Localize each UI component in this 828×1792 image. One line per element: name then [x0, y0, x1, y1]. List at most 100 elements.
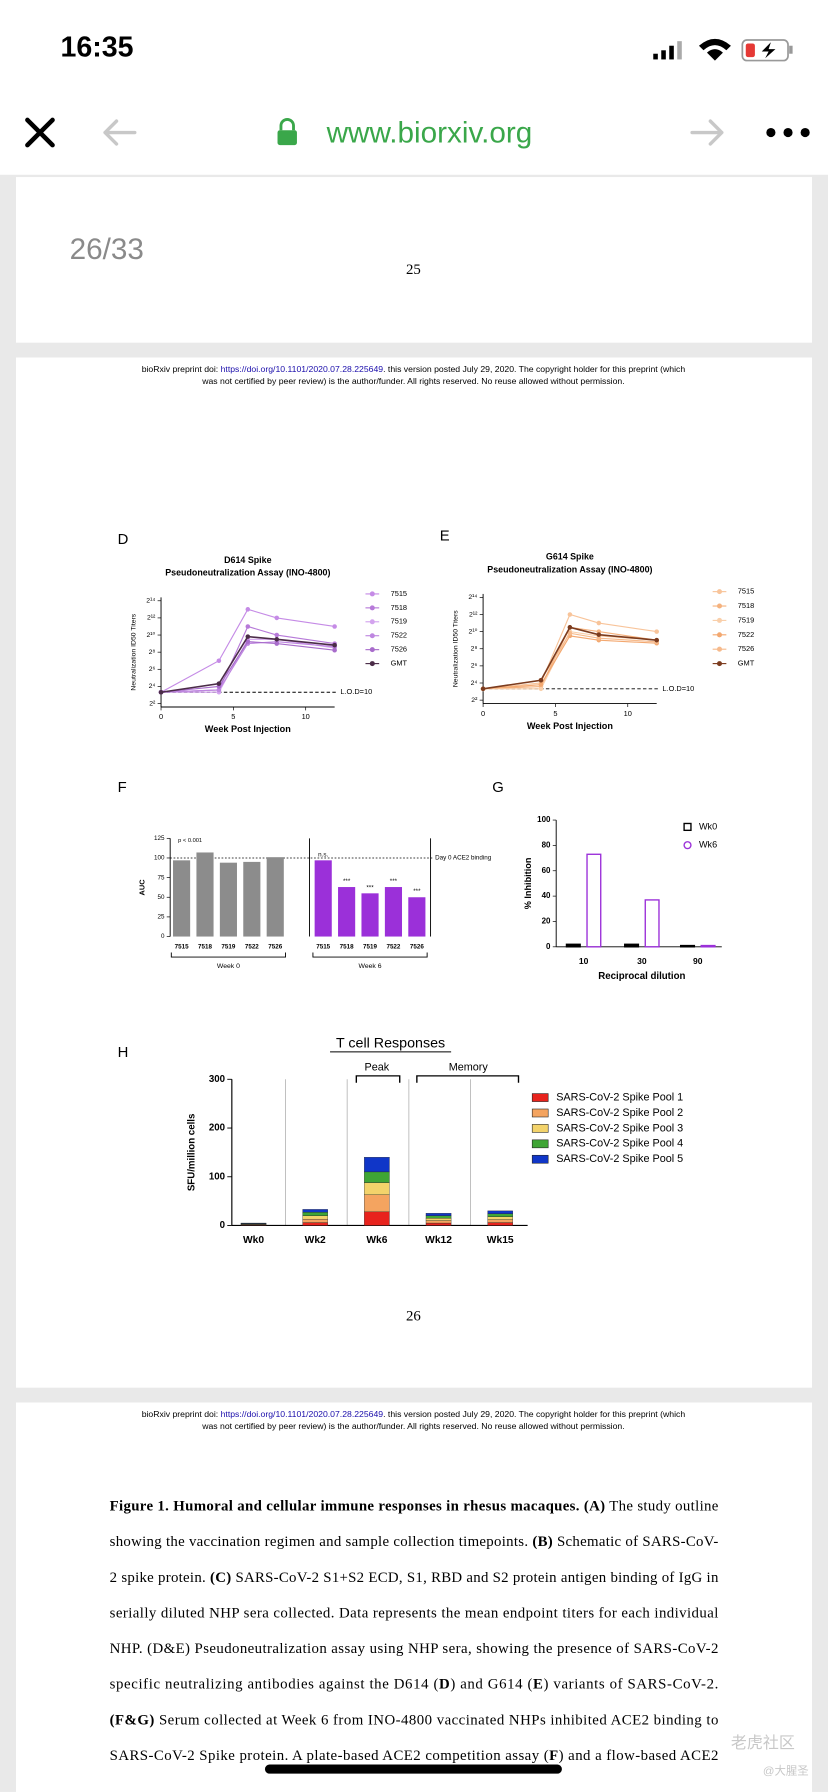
more-button[interactable] — [766, 127, 810, 138]
bar-segment — [425, 1215, 452, 1219]
x-tick-label: 10 — [302, 712, 310, 721]
reference-label: Day 0 ACE2 binding — [435, 855, 492, 862]
legend-label: 7526 — [391, 645, 407, 654]
bar-segment — [364, 1194, 390, 1213]
x-tick-label: 30 — [637, 956, 647, 966]
y-tick-label: 100 — [537, 815, 551, 824]
y-tick-label: 2¹² — [469, 611, 478, 618]
data-point — [216, 687, 222, 693]
preprint-header-part: bioRxiv preprint doi: — [142, 1409, 221, 1419]
y-tick-label: 2² — [149, 700, 156, 707]
bar-segment — [364, 1157, 390, 1173]
page-number: 26 — [406, 1308, 421, 1324]
y-tick-label: 0 — [546, 942, 551, 951]
panel-label: F — [118, 780, 127, 796]
caption-line-part: 2 spike protein. — [110, 1570, 210, 1586]
data-point — [274, 637, 280, 642]
caption-line-part: (F&G) — [110, 1713, 155, 1729]
x-tick-label: Wk12 — [425, 1235, 452, 1246]
pdf-page — [15, 357, 813, 1388]
preprint-header-part: . this version posted July 29, 2020. The… — [383, 1409, 685, 1419]
x-tick-label: Wk0 — [243, 1235, 264, 1246]
chart-title: Pseudoneutralization Assay (INO-4800) — [165, 568, 330, 578]
bar — [173, 860, 191, 937]
x-tick-label: 0 — [159, 712, 163, 721]
data-point — [216, 658, 222, 664]
lod-label: L.O.D=10 — [662, 684, 694, 693]
caption-line-part: D — [439, 1677, 450, 1693]
bar-segment — [487, 1219, 513, 1223]
legend-marker — [369, 633, 375, 639]
data-point — [332, 642, 337, 648]
data-point — [274, 632, 280, 638]
bar — [644, 899, 660, 948]
data-point — [274, 615, 280, 621]
x-tick-label: 7518 — [340, 943, 354, 950]
bar-segment — [302, 1212, 328, 1216]
watermark: @大腥圣 — [763, 1763, 809, 1777]
bar-segment — [425, 1222, 452, 1226]
data-point — [538, 686, 544, 692]
bar-segment — [364, 1211, 390, 1226]
bar-segment — [487, 1213, 513, 1217]
x-tick-label: 7515 — [316, 943, 330, 950]
legend-label: SARS-CoV-2 Spike Pool 3 — [556, 1122, 683, 1134]
legend-label: GMT — [738, 659, 755, 668]
group-bracket — [312, 952, 428, 958]
data-point — [480, 686, 486, 692]
panel-label: G — [492, 780, 504, 796]
x-tick-label: 7519 — [363, 943, 377, 950]
panel-label: E — [440, 529, 450, 545]
significance-label: *** — [390, 878, 398, 885]
legend-label: 7519 — [738, 615, 754, 624]
caption-line: serially diluted NHP sera collected. Dat… — [110, 1606, 719, 1622]
legend-swatch — [531, 1139, 549, 1149]
caption-line-part: NHP. (D&E) Pseudoneutralization assay us… — [110, 1642, 719, 1658]
annotation: p < 0.001 — [178, 838, 202, 844]
y-tick-label: 300 — [209, 1074, 225, 1085]
legend-marker — [716, 603, 723, 609]
bar-segment — [302, 1222, 328, 1226]
y-axis-label: SFU/million cells — [186, 1114, 197, 1192]
legend-label: SARS-CoV-2 Spike Pool 1 — [556, 1091, 683, 1103]
x-axis-label: Week Post Injection — [527, 721, 613, 731]
bar — [384, 887, 403, 937]
caption-line-part: Schematic of SARS-CoV- — [553, 1535, 718, 1551]
url[interactable]: www.biorxiv.org — [326, 117, 533, 150]
legend-label: GMT — [391, 659, 408, 668]
caption-line: (F&G) Serum collected at Week 6 from INO… — [110, 1713, 719, 1729]
x-tick-label: 7519 — [221, 943, 235, 950]
close-button[interactable] — [25, 117, 55, 148]
back-button[interactable] — [103, 119, 137, 146]
preprint-header: was not certified by peer review) is the… — [201, 1421, 624, 1431]
bracket — [355, 1075, 401, 1083]
legend-label: 7519 — [391, 617, 407, 626]
y-tick-label: 200 — [209, 1123, 225, 1134]
caption-line-part: The study outline — [605, 1499, 718, 1515]
x-tick-label: 7526 — [410, 943, 424, 950]
legend-marker — [683, 822, 692, 832]
data-point — [245, 624, 251, 629]
data-point — [538, 682, 544, 687]
legend-label: SARS-CoV-2 Spike Pool 5 — [556, 1153, 683, 1165]
x-tick-label: 0 — [481, 709, 485, 718]
data-point — [245, 639, 251, 644]
preprint-header-part: https://doi.org/10.1101/2020.07.28.22564… — [221, 1409, 384, 1419]
y-tick-label: 2⁴ — [149, 683, 156, 690]
y-tick-label: 2¹⁰ — [146, 631, 155, 639]
forward-button[interactable] — [690, 119, 724, 146]
bar — [408, 897, 426, 937]
preprint-header: bioRxiv preprint doi: https://doi.org/10… — [142, 364, 686, 374]
bar-segment — [364, 1182, 390, 1195]
y-tick-label: 60 — [542, 866, 551, 875]
panel-label: D — [118, 532, 129, 548]
y-tick-label: 2² — [471, 697, 478, 704]
group-bracket — [170, 952, 286, 958]
pdf-page — [15, 177, 813, 343]
legend-marker — [716, 589, 723, 595]
bar-segment — [302, 1209, 328, 1213]
y-tick-label: 2¹² — [147, 615, 156, 622]
caption-line: SARS-CoV-2 Spike protein. A plate-based … — [110, 1748, 719, 1764]
